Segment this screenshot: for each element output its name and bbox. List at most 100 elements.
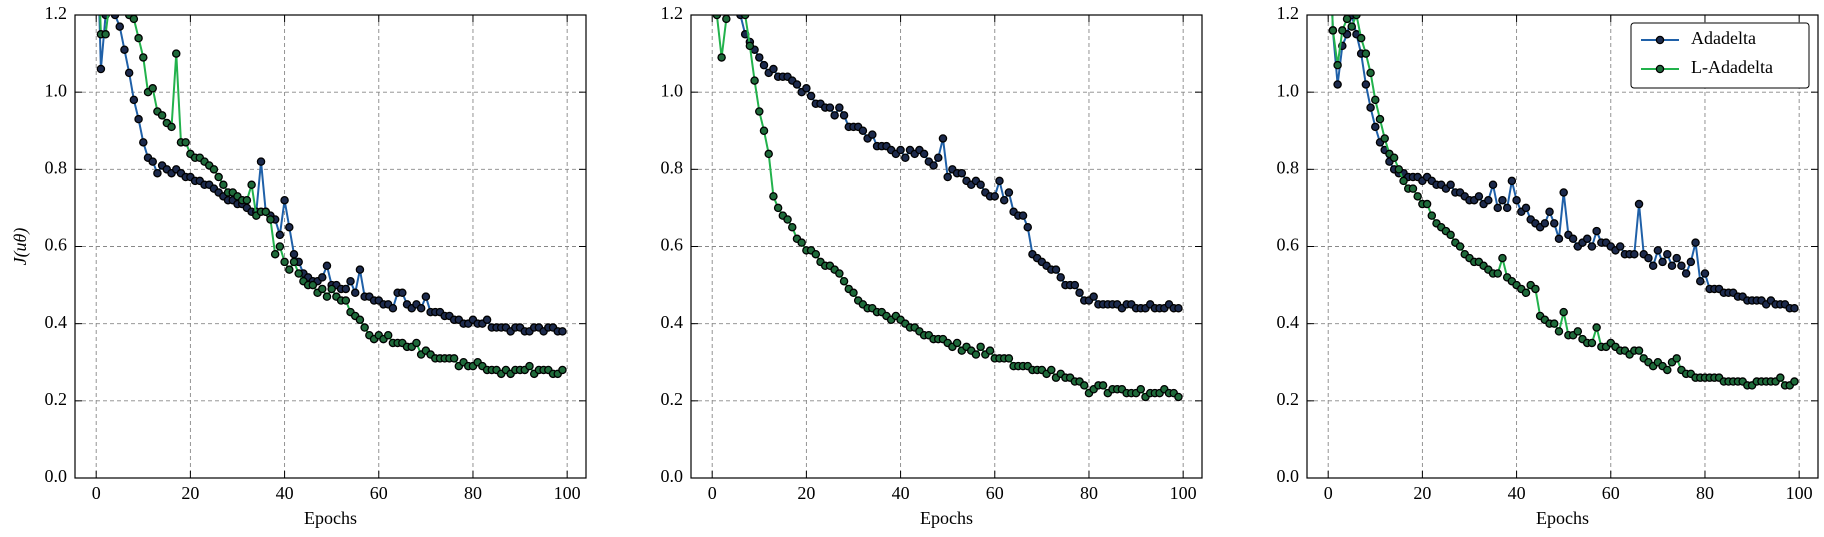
data-point bbox=[919, 149, 929, 159]
x-tick-label: 20 bbox=[1413, 483, 1431, 503]
data-point bbox=[129, 15, 139, 24]
data-point bbox=[957, 168, 967, 178]
y-tick-label: 0.8 bbox=[1277, 157, 1300, 177]
data-point bbox=[121, 4, 128, 11]
y-tick-label: 1.0 bbox=[661, 80, 684, 100]
data-point bbox=[120, 45, 129, 54]
data-point bbox=[1371, 95, 1380, 105]
data-point bbox=[1554, 327, 1564, 336]
data-point bbox=[1333, 80, 1342, 89]
data-point bbox=[1004, 188, 1014, 197]
y-tick-label: 1.2 bbox=[1277, 3, 1300, 23]
data-point bbox=[1389, 153, 1399, 163]
data-point bbox=[750, 76, 759, 85]
data-point bbox=[1521, 288, 1531, 298]
data-point bbox=[107, 4, 114, 11]
data-point bbox=[1004, 354, 1014, 363]
series-line bbox=[739, 15, 1179, 310]
data-point bbox=[985, 346, 995, 355]
data-point bbox=[1634, 346, 1644, 355]
data-point bbox=[1399, 176, 1408, 186]
plot-frame bbox=[690, 14, 1203, 479]
data-point bbox=[280, 257, 289, 267]
data-point bbox=[1663, 249, 1672, 259]
data-point bbox=[1380, 134, 1389, 143]
y-tick-label: 1.0 bbox=[1277, 80, 1300, 100]
data-point bbox=[266, 215, 275, 224]
series-line bbox=[99, 15, 564, 376]
data-point bbox=[157, 111, 167, 120]
x-tick-label: 60 bbox=[1602, 483, 1620, 503]
data-point bbox=[999, 195, 1009, 205]
data-point bbox=[806, 91, 816, 101]
x-tick-label: 60 bbox=[986, 483, 1004, 503]
y-tick-label: 0.0 bbox=[45, 466, 68, 486]
data-point bbox=[214, 172, 223, 182]
data-point bbox=[1484, 195, 1493, 205]
data-point bbox=[1051, 265, 1061, 274]
y-tick-label: 0.4 bbox=[661, 312, 684, 332]
data-point bbox=[835, 103, 844, 112]
x-tick-label: 40 bbox=[276, 483, 294, 503]
data-point bbox=[275, 242, 285, 251]
data-point bbox=[1512, 195, 1521, 205]
data-point bbox=[732, 4, 739, 11]
data-point bbox=[341, 296, 351, 305]
data-point bbox=[1366, 68, 1375, 78]
data-point bbox=[1174, 392, 1183, 402]
data-point bbox=[270, 249, 280, 259]
data-point bbox=[1545, 207, 1554, 217]
y-tick-label: 0.2 bbox=[661, 389, 684, 409]
x-tick-label: 100 bbox=[1786, 483, 1813, 503]
data-point bbox=[289, 257, 299, 267]
data-point bbox=[449, 354, 459, 363]
data-point bbox=[1070, 280, 1080, 290]
data-point bbox=[1592, 226, 1601, 236]
x-tick-label: 40 bbox=[892, 483, 910, 503]
plot-frame bbox=[74, 14, 587, 479]
data-point bbox=[773, 203, 783, 213]
data-point bbox=[740, 15, 750, 20]
data-point bbox=[1634, 199, 1644, 209]
data-point bbox=[350, 288, 360, 298]
data-point bbox=[360, 323, 369, 332]
data-point bbox=[172, 49, 181, 58]
data-point bbox=[1394, 165, 1404, 174]
data-point bbox=[1559, 188, 1568, 197]
data-point bbox=[1352, 15, 1361, 20]
data-point bbox=[976, 180, 985, 190]
data-point bbox=[769, 192, 778, 201]
data-point bbox=[285, 265, 294, 274]
data-point bbox=[811, 249, 821, 259]
y-tick-label: 0.8 bbox=[45, 157, 68, 177]
data-point bbox=[219, 180, 228, 190]
data-point bbox=[1455, 242, 1465, 251]
data-point bbox=[1047, 365, 1056, 375]
data-point bbox=[388, 303, 398, 313]
data-point bbox=[322, 292, 332, 301]
data-point bbox=[1550, 219, 1559, 228]
data-point bbox=[797, 238, 806, 247]
data-point bbox=[1446, 180, 1455, 190]
data-point bbox=[825, 103, 835, 112]
legend-label: L-Adadelta bbox=[1691, 57, 1773, 77]
subplot: 0.0 0.2 0.4 0.6 0.8 1.0 1.2 0 20 40 60 80 100 Epochs bbox=[661, 3, 1203, 528]
data-point bbox=[1498, 253, 1507, 263]
data-point bbox=[839, 276, 849, 286]
data-point bbox=[558, 327, 567, 336]
data-point bbox=[110, 15, 120, 20]
data-point bbox=[1550, 319, 1559, 328]
data-point bbox=[1366, 103, 1375, 112]
data-point bbox=[1174, 303, 1183, 313]
data-point bbox=[482, 315, 492, 325]
data-point bbox=[943, 172, 952, 182]
data-point bbox=[929, 161, 938, 170]
data-point bbox=[1422, 199, 1432, 209]
data-point bbox=[1328, 26, 1338, 35]
data-point bbox=[934, 153, 943, 163]
data-point bbox=[764, 149, 773, 159]
y-tick-label: 0.8 bbox=[661, 157, 684, 177]
data-point bbox=[1446, 230, 1455, 240]
data-point bbox=[1677, 261, 1686, 271]
